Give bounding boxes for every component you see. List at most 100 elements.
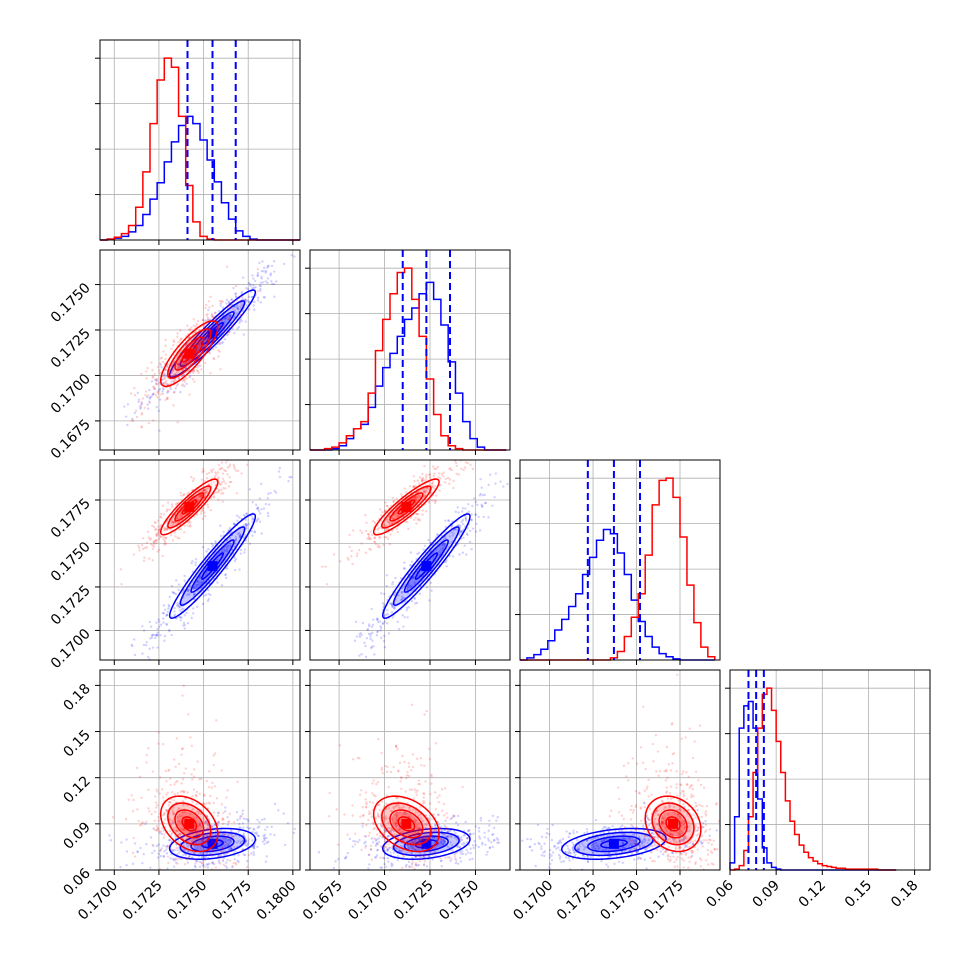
scatter-point (481, 494, 484, 497)
scatter-point (137, 398, 141, 401)
scatter-point (386, 848, 390, 851)
scatter-point (153, 819, 156, 823)
scatter-point (186, 791, 189, 794)
scatter-point (212, 322, 216, 325)
scatter-point (125, 864, 128, 867)
scatter-point (446, 827, 449, 831)
scatter-point (147, 747, 150, 750)
scatter-point (264, 280, 267, 283)
scatter-point (238, 295, 242, 298)
scatter-point (162, 844, 165, 847)
scatter-point (415, 496, 419, 499)
scatter-point (668, 833, 672, 836)
scatter-point (407, 860, 411, 863)
scatter-point (175, 384, 178, 388)
scatter-point (421, 513, 424, 516)
scatter-point (432, 831, 435, 834)
scatter-point (361, 621, 365, 625)
scatter-point (222, 324, 225, 328)
scatter-point (165, 397, 169, 400)
scatter-point (210, 824, 214, 828)
scatter-point (151, 369, 154, 372)
scatter-point (401, 830, 404, 833)
scatter-point (191, 801, 194, 804)
scatter-point (457, 845, 460, 848)
scatter-point (141, 652, 144, 655)
scatter-point (430, 782, 433, 785)
scatter-point (159, 848, 162, 852)
scatter-point (194, 564, 197, 567)
scatter-point (381, 848, 385, 852)
scatter-point (180, 608, 184, 611)
scatter-point (162, 528, 166, 531)
scatter-point (413, 832, 417, 835)
scatter-point (251, 534, 254, 537)
scatter-point (235, 863, 238, 866)
scatter-point (236, 780, 239, 783)
scatter-point (469, 833, 472, 836)
scatter-point (211, 545, 214, 548)
contour-line (389, 809, 424, 839)
scatter-point (148, 401, 152, 405)
scatter-point (448, 467, 451, 471)
scatter-point (414, 495, 417, 499)
scatter-point (150, 524, 154, 528)
scatter-point (441, 544, 445, 547)
scatter-point (382, 826, 385, 829)
scatter-point (240, 304, 243, 307)
scatter-point (132, 419, 135, 423)
scatter-point (216, 821, 219, 825)
scatter-point (382, 603, 386, 607)
scatter-point (448, 856, 451, 859)
scatter-point (479, 478, 482, 481)
scatter-point (371, 792, 374, 795)
scatter-point (395, 847, 399, 851)
scatter-point (201, 490, 204, 493)
scatter-point (435, 844, 438, 847)
scatter-point (367, 625, 371, 628)
scatter-point (226, 305, 229, 309)
scatter-point (445, 565, 448, 568)
scatter-point (464, 507, 467, 510)
scatter-point (453, 814, 456, 818)
scatter-point (407, 586, 410, 589)
scatter-point (247, 838, 251, 841)
density-peak (207, 328, 218, 339)
scatter-point (447, 830, 450, 833)
scatter-point (273, 489, 276, 493)
scatter-point (256, 267, 260, 271)
scatter-point (419, 838, 422, 842)
scatter-point (245, 512, 248, 516)
scatter-point (382, 543, 385, 546)
scatter-point (492, 838, 496, 842)
scatter-point (214, 833, 218, 836)
scatter-point (456, 824, 460, 827)
scatter-point (396, 747, 399, 751)
scatter-point (403, 812, 406, 815)
scatter-point (210, 835, 214, 838)
contour-line (168, 289, 257, 378)
scatter-point (168, 838, 172, 842)
scatter-point (443, 543, 446, 546)
scatter-point (369, 812, 372, 815)
scatter-point (227, 304, 231, 308)
scatter-point (168, 829, 172, 833)
scatter-point (192, 831, 196, 834)
scatter-point (154, 378, 157, 382)
scatter-point (245, 304, 248, 307)
scatter-point (288, 475, 291, 479)
scatter-point (193, 341, 197, 345)
scatter-point (201, 470, 204, 474)
scatter-point (346, 556, 349, 560)
scatter-point (219, 854, 223, 857)
scatter-point (254, 503, 258, 506)
scatter-point (412, 841, 416, 844)
scatter-point (251, 517, 254, 520)
scatter-point (178, 376, 181, 379)
scatter-point (390, 862, 393, 865)
scatter-point (155, 382, 158, 385)
scatter-point (376, 545, 380, 548)
scatter-point (216, 491, 219, 494)
scatter-point (263, 296, 266, 299)
scatter-point (404, 790, 407, 793)
